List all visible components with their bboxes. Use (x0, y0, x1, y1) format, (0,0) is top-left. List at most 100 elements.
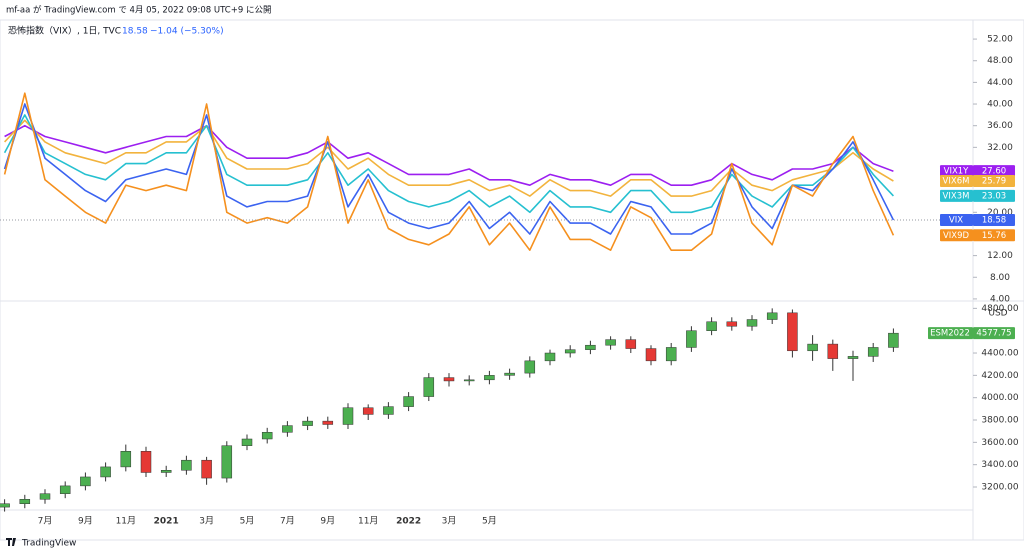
frame (0, 19, 1024, 541)
y-tick-label: 4800.00 (981, 304, 1018, 314)
value-label: 4577.75 (976, 329, 1011, 339)
legend-change: −1.04 (−5.30%) (150, 27, 224, 37)
candle-body (484, 375, 495, 381)
x-tick-label: 2022 (396, 517, 421, 527)
candle-body (100, 466, 111, 478)
candle-body (59, 485, 71, 494)
y-tick-label: 4000.00 (981, 393, 1018, 403)
y-tick-label: 40.00 (987, 100, 1013, 110)
candle-body (261, 432, 273, 440)
x-tick-label: 5月 (240, 516, 255, 527)
candle-body (140, 451, 152, 473)
series-line (3, 92, 895, 251)
candle-body (787, 312, 798, 352)
candle-body (80, 476, 91, 487)
candle-body (504, 372, 515, 376)
footer: TradingView (21, 539, 76, 549)
candle-body (160, 470, 172, 473)
value-label: 15.76 (982, 231, 1006, 241)
x-tick-label: 3月 (199, 516, 214, 527)
value-tag (973, 165, 1015, 178)
y-tick-label: 4200.00 (981, 371, 1018, 381)
series-name: VIX3M (943, 191, 970, 201)
series-tag (940, 213, 973, 226)
candle-body (867, 347, 879, 357)
y-tick-label: 20.00 (987, 208, 1013, 218)
candle-body (706, 321, 717, 331)
candle-body (888, 332, 899, 348)
x-tick-label: 9月 (78, 516, 93, 527)
candle-body (302, 420, 313, 426)
candle-body (282, 425, 293, 433)
candle-body (726, 321, 738, 327)
y-tick-label: 3200.00 (981, 483, 1018, 493)
candle-body (181, 459, 192, 471)
candle-body (342, 407, 354, 425)
candle-body (847, 356, 859, 359)
header: mf-aa が TradingView.com で 4月 05, 2022 09… (6, 5, 271, 16)
candle-body (19, 499, 31, 504)
series-name: VIX6M (943, 176, 970, 186)
y-tick-label: 44.00 (987, 78, 1013, 88)
candle-body (746, 319, 758, 327)
series-name: VIX9D (943, 231, 970, 241)
y-tick-label: 8.00 (990, 273, 1010, 283)
candle-body (686, 330, 697, 348)
candle-body (463, 379, 475, 382)
value-label: 27.60 (982, 167, 1006, 177)
y-tick-label: 3600.00 (981, 438, 1018, 448)
x-tick-label: 5月 (482, 516, 497, 527)
value-label: 25.79 (982, 176, 1006, 186)
value-label: 23.03 (982, 191, 1006, 201)
candle-body (524, 360, 536, 374)
candle-body (362, 407, 374, 415)
y-tick-label: 3400.00 (981, 460, 1018, 470)
candle-body (585, 344, 596, 350)
candle-body (241, 438, 253, 446)
y-tick-label: 3800.00 (981, 416, 1018, 426)
candle-body (39, 493, 51, 500)
legend-last: 18.58 (122, 27, 148, 37)
series-line (4, 119, 894, 197)
logo (6, 538, 16, 546)
series-line (3, 103, 895, 235)
series-tag (940, 165, 973, 178)
candle-body (625, 339, 637, 349)
candle-body (443, 377, 455, 382)
series-tag (928, 327, 973, 340)
x-tick-label: 11月 (358, 516, 378, 527)
legend-symbol: 恐怖指数（VIX）, 1日, TVC (8, 25, 121, 37)
value-label: 18.58 (982, 215, 1006, 225)
candle-body (322, 420, 334, 425)
candle-body (665, 347, 677, 362)
x-tick-label: 7月 (280, 516, 295, 527)
x-tick-label: 11月 (116, 516, 136, 527)
candle-body (201, 459, 212, 479)
series-tag (940, 229, 973, 242)
y-tick-label: 12.00 (987, 251, 1013, 261)
y-tick-label: 32.00 (987, 143, 1013, 153)
candle-body (827, 343, 839, 359)
series-name: VIX (949, 215, 963, 225)
series-tag (940, 189, 973, 202)
candle-body (423, 377, 435, 397)
candle-body (383, 406, 394, 415)
candle-body (564, 349, 576, 354)
x-tick-label: 7月 (38, 516, 53, 527)
series-line (3, 114, 894, 214)
candle-body (221, 445, 233, 479)
candle-body (605, 339, 616, 346)
value-tag (973, 327, 1015, 340)
series-name: VIX1Y (944, 167, 970, 177)
value-tag (973, 213, 1015, 226)
y-tick-label: 36.00 (987, 121, 1013, 131)
value-tag (973, 189, 1015, 202)
candle-body (645, 348, 657, 362)
y-tick-label: 4400.00 (981, 349, 1018, 359)
value-tag (973, 229, 1015, 242)
x-tick-label: 2021 (154, 517, 179, 527)
series-tag (940, 174, 973, 187)
candle-body (0, 503, 10, 508)
